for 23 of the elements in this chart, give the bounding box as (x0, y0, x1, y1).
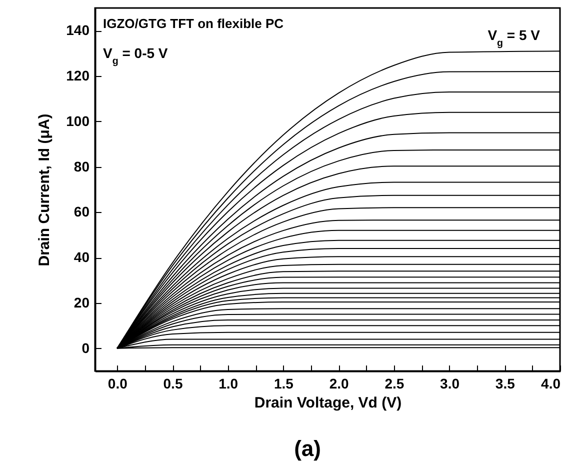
y-tick-label: 120 (66, 68, 90, 84)
x-tick-label: 4.0 (541, 376, 561, 392)
text: (a) (294, 436, 321, 461)
annotation: V$_{g}$ = 0-5 V (103, 45, 168, 66)
x-tick-label: 1.5 (274, 376, 294, 392)
annotation: IGZO/GTG TFT on flexible PC (103, 16, 284, 31)
x-tick-label: 1.0 (218, 376, 238, 392)
y-tick-label: 60 (74, 204, 90, 220)
x-tick-label: 0.0 (108, 376, 128, 392)
y-axis-title: Drain Current, Id (μA) (36, 114, 54, 266)
x-tick-label: 0.5 (163, 376, 183, 392)
y-tick-label: 100 (66, 112, 90, 129)
x-tick-label: 3.0 (440, 376, 460, 392)
y-tick-label: 40 (74, 249, 90, 266)
x-axis-title: Drain Voltage, Vd (V) (254, 394, 402, 412)
y-tick-label: 0 (82, 340, 90, 356)
y-tick-label: 80 (74, 158, 90, 174)
y-tick-label: 20 (74, 294, 90, 310)
x-tick-label: 2.0 (329, 376, 350, 392)
x-tick-label: 3.5 (495, 376, 516, 392)
x-tick-label: 2.5 (384, 376, 404, 392)
y-tick-label: 140 (66, 22, 90, 38)
annotation: V$_{g}$ = 5 V (488, 27, 541, 48)
